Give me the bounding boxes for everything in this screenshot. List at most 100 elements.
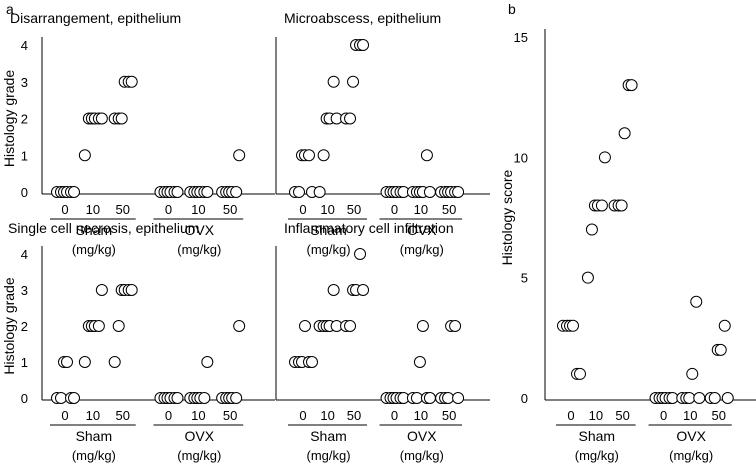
y-tick-label: 5 — [521, 271, 528, 286]
x-tick-label: 10 — [589, 408, 603, 423]
data-point-histology-score-2-3 — [618, 127, 631, 140]
data-point-disarrangement-epithelium-2-2 — [115, 112, 128, 125]
data-point-inflammatory-cell-infiltration-4-3 — [416, 320, 429, 332]
data-point-single-cell-necrosis-epithelium-2-5 — [125, 284, 138, 296]
data-point-disarrangement-epithelium-1-5 — [95, 112, 108, 125]
data-point-disarrangement-epithelium-1-0 — [78, 149, 91, 162]
x-tick-label: 10 — [414, 408, 428, 423]
x-tick-label: 10 — [191, 202, 205, 217]
data-point-microabscess-epithelium-5-5 — [452, 186, 465, 198]
y-axis-label: Histology grade — [1, 277, 17, 374]
data-point-single-cell-necrosis-epithelium-1-4 — [92, 320, 105, 332]
y-tick-label: 1 — [21, 355, 28, 370]
data-point-inflammatory-cell-infiltration-2-5 — [357, 284, 370, 296]
x-tick-label: 0 — [61, 202, 68, 217]
data-point-histology-score-0-5 — [574, 367, 586, 380]
group-unit: (mg/kg) — [400, 448, 444, 463]
x-tick-label: 0 — [567, 408, 574, 423]
group-unit: (mg/kg) — [177, 242, 221, 257]
data-point-inflammatory-cell-infiltration-5-4 — [449, 320, 462, 332]
group-label: Sham — [76, 428, 113, 444]
group-unit: (mg/kg) — [575, 448, 619, 463]
chart-title: Disarrangement, epithelium — [10, 10, 181, 26]
panel-histology-score: 0 5 10 15 Histology score 0 10 50 0 10 50 Sham (mg/k… — [499, 29, 756, 463]
y-tick-label: 4 — [21, 247, 28, 262]
chart-title: Single cell necrosis, epithelium — [8, 220, 199, 236]
group-label: OVX — [676, 428, 706, 444]
y-tick-label: 2 — [21, 319, 28, 334]
x-tick-label: 0 — [165, 202, 172, 217]
y-tick-label: 15 — [514, 30, 528, 45]
data-point-single-cell-necrosis-epithelium-3-5 — [171, 392, 184, 404]
x-tick-label: 0 — [391, 408, 398, 423]
data-point-inflammatory-cell-infiltration-5-5 — [452, 392, 465, 404]
x-tick-label: 50 — [347, 202, 361, 217]
x-tick-label: 50 — [115, 408, 129, 423]
data-point-disarrangement-epithelium-2-5 — [125, 75, 138, 88]
data-point-histology-score-2-2 — [615, 199, 628, 212]
group-unit: (mg/kg) — [306, 448, 350, 463]
data-point-single-cell-necrosis-epithelium-0-3 — [61, 356, 73, 368]
x-tick-label: 10 — [683, 408, 697, 423]
data-point-single-cell-necrosis-epithelium-4-5 — [201, 356, 214, 368]
data-point-microabscess-epithelium-2-1 — [344, 112, 357, 125]
data-point-single-cell-necrosis-epithelium-2-1 — [112, 320, 125, 332]
panel-label-a: a — [6, 1, 14, 17]
data-point-histology-score-0-3 — [567, 319, 579, 332]
y-axis-label: Histology score — [499, 169, 515, 265]
data-point-histology-score-4-5 — [693, 392, 706, 404]
data-point-single-cell-necrosis-epithelium-4-4 — [198, 392, 211, 404]
group-unit: (mg/kg) — [72, 448, 116, 463]
data-point-single-cell-necrosis-epithelium-0-1 — [55, 392, 67, 404]
data-point-histology-score-5-5 — [721, 392, 734, 404]
data-point-microabscess-epithelium-1-4 — [327, 75, 340, 88]
data-point-inflammatory-cell-infiltration-0-3 — [299, 320, 311, 332]
group-label: OVX — [407, 222, 437, 238]
data-point-single-cell-necrosis-epithelium-2-0 — [108, 356, 121, 368]
data-point-histology-score-1-0 — [581, 271, 594, 284]
y-tick-label: 0 — [21, 185, 28, 200]
group-label: Sham — [579, 428, 616, 444]
data-point-disarrangement-epithelium-0-5 — [68, 186, 80, 198]
x-tick-label: 0 — [299, 408, 306, 423]
x-tick-label: 10 — [86, 408, 100, 423]
data-point-inflammatory-cell-infiltration-4-5 — [423, 392, 436, 404]
data-point-histology-score-5-3 — [714, 343, 727, 356]
data-point-disarrangement-epithelium-5-5 — [233, 149, 246, 162]
data-point-histology-score-5-4 — [718, 319, 731, 332]
y-tick-label: 1 — [21, 148, 28, 163]
data-point-histology-score-5-1 — [708, 392, 721, 404]
x-tick-label: 10 — [414, 202, 428, 217]
data-point-microabscess-epithelium-0-1 — [293, 186, 305, 198]
x-tick-label: 10 — [191, 408, 205, 423]
group-label: OVX — [407, 428, 437, 444]
data-point-inflammatory-cell-infiltration-0-5 — [306, 356, 318, 368]
x-tick-label: 0 — [61, 408, 68, 423]
data-point-disarrangement-epithelium-5-4 — [230, 186, 243, 198]
data-point-single-cell-necrosis-epithelium-1-0 — [78, 356, 91, 368]
x-tick-label: 10 — [320, 408, 334, 423]
data-point-microabscess-epithelium-0-4 — [303, 149, 315, 162]
x-tick-label: 0 — [165, 408, 172, 423]
data-point-histology-score-1-4 — [595, 199, 608, 212]
y-tick-label: 3 — [21, 75, 28, 90]
x-tick-label: 50 — [442, 408, 456, 423]
panel-inflammatory-cell-infiltration: Inflammatory cell infiltration 0 10 50 0 10 50… — [275, 220, 490, 463]
data-point-histology-score-4-2 — [683, 392, 696, 404]
x-tick-label: 0 — [660, 408, 667, 423]
y-tick-label: 0 — [21, 391, 28, 406]
y-tick-label: 4 — [21, 38, 28, 53]
panel-single-cell-necrosis: Single cell necrosis, epithelium 0 1 2 3 4 His… — [1, 220, 275, 463]
x-tick-label: 10 — [320, 202, 334, 217]
panel-label-b: b — [508, 1, 516, 17]
x-tick-label: 50 — [712, 408, 726, 423]
data-point-microabscess-epithelium-2-5 — [357, 39, 370, 51]
data-point-inflammatory-cell-infiltration-2-4 — [354, 248, 367, 260]
group-label: Sham — [76, 222, 113, 238]
group-unit: (mg/kg) — [72, 242, 116, 257]
x-tick-label: 10 — [86, 202, 100, 217]
data-point-histology-score-2-5 — [625, 79, 638, 92]
group-unit: (mg/kg) — [400, 242, 444, 257]
